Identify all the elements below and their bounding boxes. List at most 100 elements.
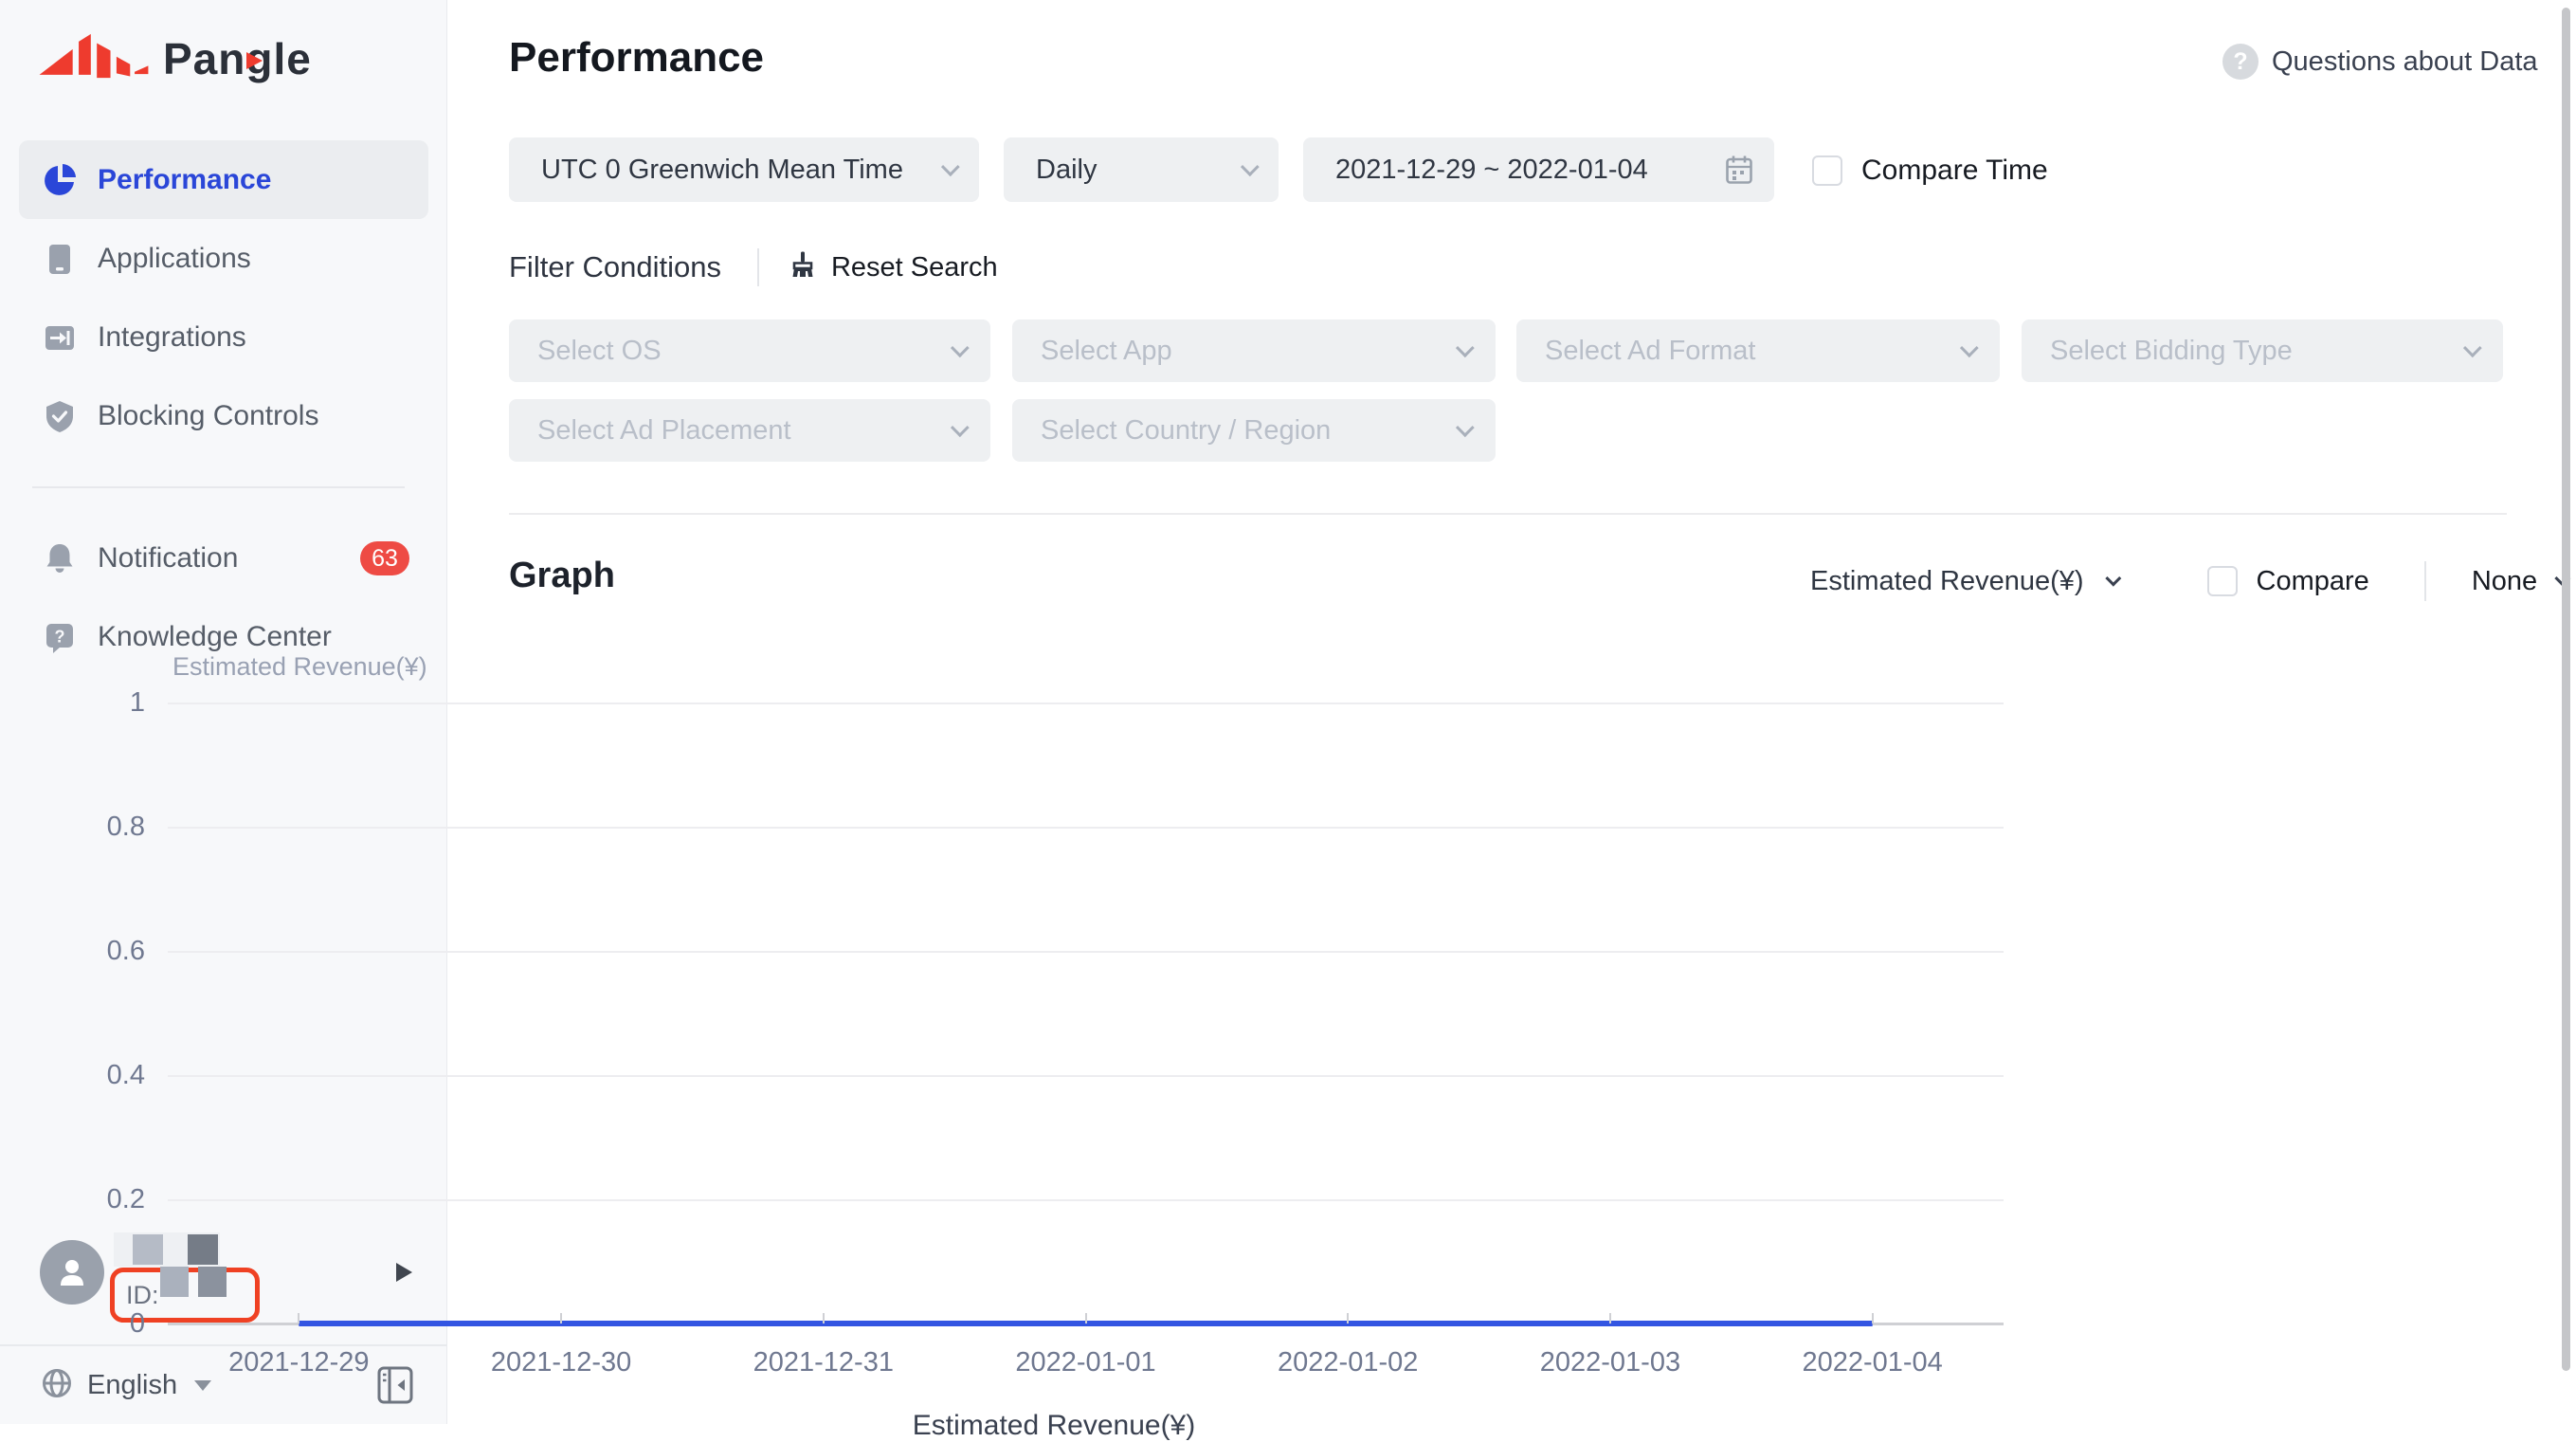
main-content: Performance ? Questions about Data UTC 0… (448, 0, 2576, 1424)
filter-conditions-row: Filter Conditions Reset Search (509, 248, 998, 286)
date-range-value: 2021-12-29 ~ 2022-01-04 (1335, 154, 1648, 185)
globe-icon (42, 1368, 72, 1403)
sidebar-menu: Performance Applications (0, 140, 447, 676)
user-id-label: ID: (126, 1280, 159, 1309)
user-account-area[interactable]: ID: (0, 1223, 447, 1344)
chevron-down-icon (950, 338, 970, 358)
x-tick-label: 2021-12-30 (490, 1347, 632, 1378)
gridline (168, 1199, 2004, 1201)
timezone-value: UTC 0 Greenwich Mean Time (541, 154, 903, 185)
x-tick-mark (1084, 1313, 1087, 1323)
x-tick-label: 2021-12-31 (753, 1347, 894, 1378)
select-ad-format-placeholder: Select Ad Format (1545, 335, 1756, 366)
notification-count-badge: 63 (360, 540, 409, 575)
chart-legend[interactable]: Estimated Revenue(¥) (912, 1410, 1196, 1441)
sidebar-item-blocking-controls[interactable]: Blocking Controls (0, 376, 447, 455)
divider (2423, 561, 2426, 601)
select-ad-format-dropdown[interactable]: Select Ad Format (1516, 319, 2000, 382)
sidebar-item-label: Blocking Controls (98, 399, 319, 431)
user-id-annotation-box: ID: (110, 1267, 260, 1323)
plot-area (168, 703, 2004, 1326)
y-tick-label: 0.8 (106, 812, 145, 842)
filter-conditions-label: Filter Conditions (509, 250, 721, 283)
y-tick-label: 0.2 (106, 1184, 145, 1214)
redacted-block (133, 1234, 163, 1265)
questions-about-data-link[interactable]: ? Questions about Data (2222, 44, 2538, 80)
sidebar-item-knowledge-center[interactable]: ? Knowledge Center (0, 597, 447, 676)
collapse-sidebar-button[interactable] (377, 1366, 413, 1404)
compare-time-checkbox[interactable] (1812, 155, 1842, 186)
select-country-region-dropdown[interactable]: Select Country / Region (1012, 399, 1496, 462)
caret-down-icon (194, 1379, 212, 1391)
sidebar-item-integrations[interactable]: Integrations (0, 298, 447, 376)
y-tick-label: 1 (129, 687, 145, 718)
question-bubble-icon: ? (43, 620, 77, 654)
sidebar-item-label: Integrations (98, 320, 246, 353)
logo-accent-triangle (246, 51, 263, 69)
select-os-dropdown[interactable]: Select OS (509, 319, 990, 382)
date-range-picker[interactable]: 2021-12-29 ~ 2022-01-04 (1303, 137, 1774, 202)
sidebar-item-label: Notification (98, 541, 239, 574)
compare-label: Compare (2256, 565, 2369, 596)
revenue-line-chart: Estimated Revenue(¥) 0 0.2 0.4 0.6 0.8 1 2021… (82, 645, 2054, 1441)
vertical-scrollbar[interactable] (2562, 8, 2570, 1371)
graph-controls: Estimated Revenue(¥) Compare None (1810, 561, 2571, 601)
select-app-dropdown[interactable]: Select App (1012, 319, 1496, 382)
sidebar-item-performance[interactable]: Performance (19, 140, 428, 219)
shield-check-icon (43, 399, 77, 433)
bell-icon (43, 541, 77, 575)
chevron-down-icon (1455, 418, 1475, 438)
pie-chart-icon (43, 163, 77, 197)
integrations-icon (43, 320, 77, 355)
y-axis-labels: 0 0.2 0.4 0.6 0.8 1 (82, 687, 145, 1339)
x-tick-label: 2021-12-29 (228, 1347, 370, 1378)
sidebar-footer: English (0, 1344, 447, 1424)
page-title: Performance (509, 34, 765, 81)
reset-search-button[interactable]: Reset Search (788, 250, 998, 285)
reset-search-label: Reset Search (830, 251, 998, 283)
redacted-block (160, 1267, 189, 1297)
avatar (40, 1240, 104, 1305)
sidebar-item-notification[interactable]: Notification 63 (0, 519, 447, 597)
x-tick-label: 2022-01-02 (1278, 1347, 1419, 1378)
select-ad-placement-dropdown[interactable]: Select Ad Placement (509, 399, 990, 462)
chevron-down-icon (1455, 338, 1475, 358)
x-axis-labels: 2021-12-29 2021-12-30 2021-12-31 2022-01-01… (168, 1347, 2004, 1385)
compare-time-option: Compare Time (1812, 155, 2048, 187)
select-ad-placement-placeholder: Select Ad Placement (537, 414, 791, 446)
divider (756, 248, 759, 286)
x-tick-mark (560, 1313, 563, 1323)
sidebar: Pangle Performance (0, 0, 447, 1424)
help-link-label: Questions about Data (2272, 46, 2538, 77)
select-bidding-type-dropdown[interactable]: Select Bidding Type (2022, 319, 2503, 382)
brand-logo: Pangle (38, 27, 312, 90)
select-os-placeholder: Select OS (537, 335, 662, 366)
chevron-down-icon (950, 418, 970, 438)
calendar-icon (1725, 155, 1753, 192)
timezone-dropdown[interactable]: UTC 0 Greenwich Mean Time (509, 137, 979, 202)
chevron-down-icon (2104, 570, 2121, 587)
secondary-dimension-value: None (2471, 565, 2538, 596)
graph-section-title: Graph (509, 556, 615, 595)
language-label: English (87, 1369, 178, 1400)
y-tick-label: 0.4 (106, 1060, 145, 1090)
secondary-dimension-dropdown[interactable]: None (2471, 565, 2571, 597)
expand-account-arrow-icon[interactable] (396, 1263, 412, 1282)
compare-checkbox[interactable] (2206, 566, 2238, 596)
chevron-down-icon (940, 157, 960, 177)
x-tick-mark (1871, 1313, 1874, 1323)
granularity-dropdown[interactable]: Daily (1004, 137, 1279, 202)
select-app-placeholder: Select App (1041, 335, 1172, 366)
question-circle-icon: ? (2222, 44, 2259, 80)
metric-dropdown[interactable]: Estimated Revenue(¥) (1810, 565, 2121, 597)
redacted-block (188, 1234, 218, 1265)
x-tick-mark (1608, 1313, 1611, 1323)
applications-icon (43, 242, 77, 276)
x-tick-mark (822, 1313, 825, 1323)
select-bidding-type-placeholder: Select Bidding Type (2050, 335, 2293, 366)
broom-icon (788, 250, 818, 285)
y-tick-label: 0.6 (106, 936, 145, 966)
sidebar-item-applications[interactable]: Applications (0, 219, 447, 298)
language-selector[interactable]: English (42, 1368, 212, 1403)
metric-value: Estimated Revenue(¥) (1810, 565, 2084, 596)
